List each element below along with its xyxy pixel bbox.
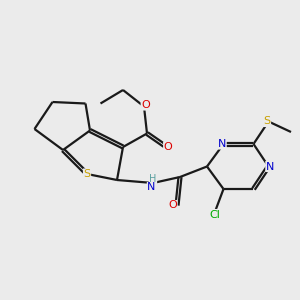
Text: H: H [149,174,157,184]
Text: N: N [147,182,156,193]
Text: O: O [168,200,177,211]
Text: O: O [164,142,172,152]
Text: N: N [218,139,226,149]
Text: N: N [266,161,274,172]
Text: S: S [83,169,91,179]
Text: S: S [263,116,271,127]
Text: Cl: Cl [209,209,220,220]
Text: O: O [141,100,150,110]
